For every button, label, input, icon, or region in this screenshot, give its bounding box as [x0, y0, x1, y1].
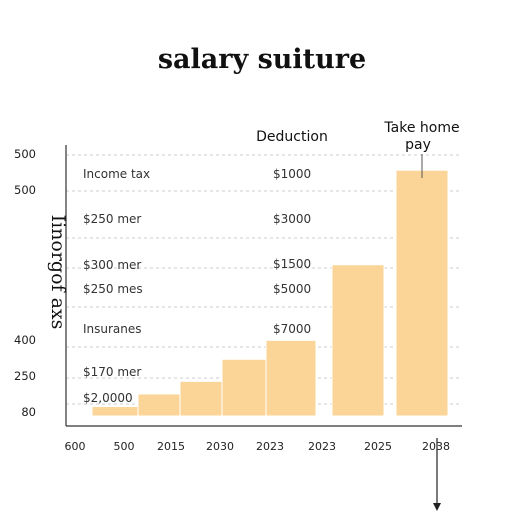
bar — [395, 169, 449, 417]
right-annotations: $1000 $3000 $1500 $5000 $7000 — [273, 167, 311, 336]
x-tick-labels: 600 500 2015 2030 2023 2023 2025 2038 — [65, 440, 451, 453]
x-tick-label: 2023 — [308, 440, 336, 453]
left-annotations: Income tax $250 mer $300 mer $250 mes Insura… — [83, 167, 150, 405]
y-tick-labels: 500 500 400 250 80 — [14, 147, 36, 419]
chart-title: salary suiture — [158, 44, 366, 75]
y-tick-label: 250 — [14, 369, 36, 383]
x-tick-label: 600 — [65, 440, 86, 453]
bars — [91, 169, 449, 417]
left-annotation: Income tax — [83, 167, 150, 181]
right-annotation: $7000 — [273, 322, 311, 336]
right-annotation: $3000 — [273, 212, 311, 226]
left-annotation: $300 mer — [83, 258, 141, 272]
bar — [265, 339, 317, 417]
right-annotation: $1000 — [273, 167, 311, 181]
bar — [221, 358, 267, 417]
bar — [91, 406, 139, 417]
left-annotation: $2,0000 — [83, 391, 133, 405]
left-annotation: $250 mes — [83, 282, 143, 296]
left-annotation: $170 mer — [83, 365, 141, 379]
gridlines — [66, 154, 462, 405]
take-home-label-line2: pay — [405, 137, 431, 153]
bottom-arrow-head — [433, 503, 441, 511]
right-annotation: $5000 — [273, 282, 311, 296]
x-tick-label: 2015 — [157, 440, 185, 453]
take-home-label: Take home — [383, 120, 459, 136]
y-tick-label: 80 — [21, 405, 36, 419]
x-tick-label: 500 — [114, 440, 135, 453]
x-tick-label: 2038 — [422, 440, 450, 453]
bar — [179, 380, 223, 417]
left-annotation: $250 mer — [83, 212, 141, 226]
y-tick-label: 500 — [14, 147, 36, 161]
deduction-label: Deduction — [256, 129, 328, 145]
x-tick-label: 2025 — [364, 440, 392, 453]
x-tick-label: 2030 — [206, 440, 234, 453]
y-axis-label: Iinorgof axs — [47, 215, 69, 330]
left-annotation: Insuranes — [83, 322, 142, 336]
right-annotation: $1500 — [273, 257, 311, 271]
y-tick-label: 400 — [14, 333, 36, 347]
y-tick-label: 500 — [14, 183, 36, 197]
x-tick-label: 2023 — [256, 440, 284, 453]
bar — [137, 393, 181, 417]
bar — [331, 264, 385, 417]
